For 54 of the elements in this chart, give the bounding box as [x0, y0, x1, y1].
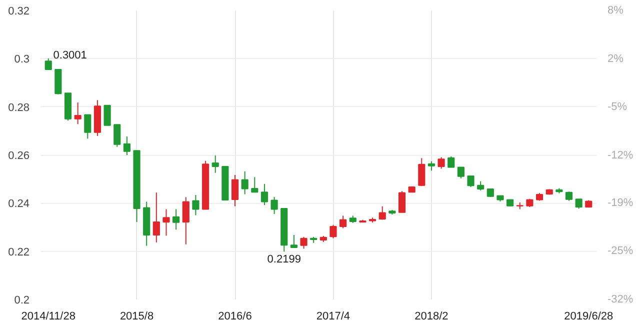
candlestick — [231, 174, 239, 207]
x-tick-label: 2014/11/28 — [21, 310, 76, 322]
candlestick — [270, 196, 278, 215]
candlestick — [123, 136, 130, 156]
candlestick — [448, 156, 455, 168]
x-tick-label: 2016/6 — [218, 310, 252, 322]
annotation: 0.3001 — [53, 49, 87, 62]
candlestick — [44, 58, 52, 70]
candlestick — [457, 166, 464, 179]
candlestick — [241, 170, 248, 195]
y2-tick-label: -32% — [608, 294, 634, 306]
candlestick — [418, 158, 426, 187]
annotation: 0.2199 — [267, 254, 301, 266]
x-tick-label: 2018/2 — [414, 310, 448, 322]
candlestick — [162, 208, 170, 236]
candlestick — [251, 176, 258, 193]
candlestick — [565, 191, 573, 202]
y-tick-label: 0.22 — [8, 246, 30, 258]
y-tick-label: 0.24 — [8, 198, 30, 210]
candlestick — [152, 192, 160, 243]
candlestick — [575, 198, 582, 210]
candlestick — [212, 154, 219, 174]
candlestick — [182, 196, 190, 245]
candlestick — [378, 206, 386, 220]
y2-tick-label: -5% — [608, 101, 628, 114]
candlestick — [300, 236, 308, 250]
candlestick — [260, 183, 268, 206]
x-tick-label: 2019/6/28 — [564, 310, 614, 322]
y-tick-label: 0.3 — [14, 54, 30, 66]
candlestick — [104, 104, 111, 126]
y-tick-label: 0.28 — [8, 102, 30, 114]
y2-tick-label: -12% — [608, 149, 634, 162]
x-tick-label: 2017/4 — [316, 310, 350, 322]
y2-tick-label: 8% — [608, 4, 624, 16]
candlestick — [114, 124, 121, 148]
candlestick — [172, 208, 180, 230]
candlestick — [477, 180, 484, 191]
y-tick-label: 0.26 — [8, 150, 30, 162]
candlestick — [340, 215, 347, 229]
y2-tick-label: -19% — [608, 196, 634, 209]
y-tick-label: 0.2 — [14, 294, 30, 306]
y2-tick-label: -25% — [608, 245, 634, 258]
y-tick-label: 0.32 — [8, 6, 30, 18]
candlestick — [74, 102, 82, 125]
candlestick — [84, 114, 92, 140]
candlestick — [398, 190, 406, 213]
candlestick — [290, 234, 298, 248]
y2-tick-label: 2% — [608, 52, 624, 65]
candlestick — [428, 160, 436, 172]
candlestick — [192, 194, 200, 216]
candlestick — [330, 224, 337, 239]
x-tick-label: 2015/8 — [120, 310, 154, 322]
candlestick — [438, 156, 445, 170]
candlestick — [467, 175, 474, 188]
